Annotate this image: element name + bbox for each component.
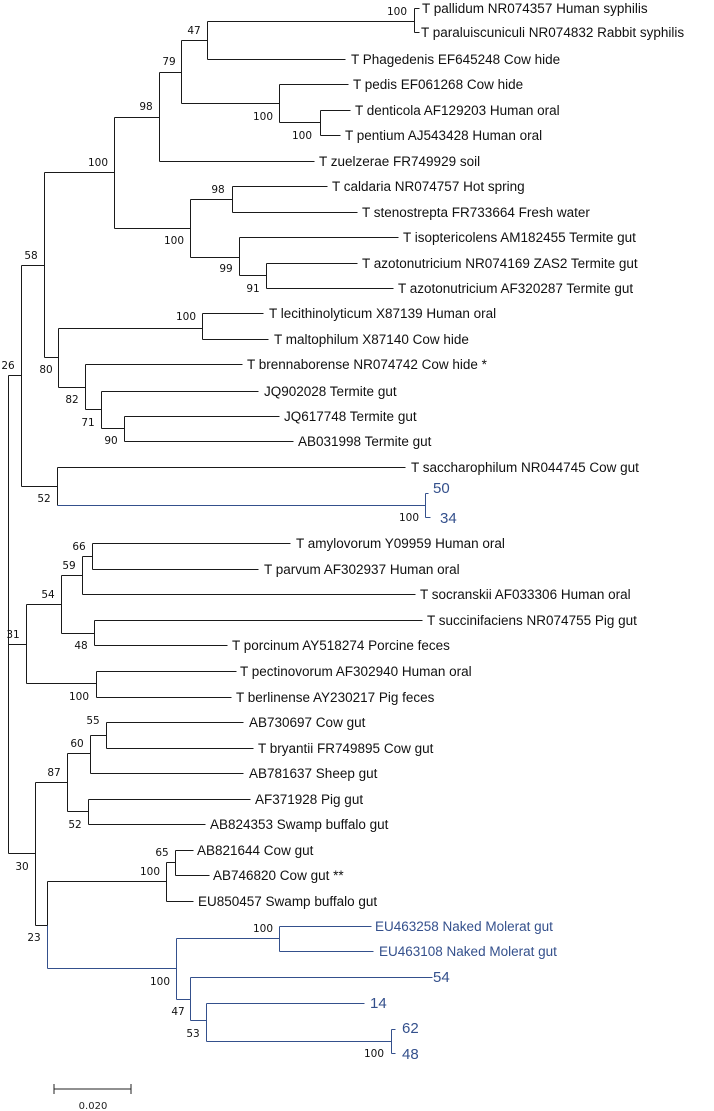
leaf-label: AB824353 Swamp buffalo gut xyxy=(210,817,389,832)
leaf-label: T azotonutricium NR074169 ZAS2 Termite g… xyxy=(362,256,638,271)
bootstrap-value: 47 xyxy=(171,1006,184,1018)
bootstrap-value: 82 xyxy=(65,394,78,406)
bootstrap-value: 59 xyxy=(62,560,75,572)
leaf-label: JQ617748 Termite gut xyxy=(284,409,417,424)
leaf-label: EU463108 Naked Molerat gut xyxy=(379,944,557,959)
bootstrap-value: 58 xyxy=(24,250,37,262)
bootstrap-value: 100 xyxy=(140,866,160,878)
bootstrap-value: 100 xyxy=(164,235,184,247)
leaf-label: T caldaria NR074757 Hot spring xyxy=(332,179,525,194)
bootstrap-value: 91 xyxy=(246,283,259,295)
bootstrap-value: 90 xyxy=(104,435,117,447)
leaf-label: T pentium AJ543428 Human oral xyxy=(345,128,542,143)
bootstrap-value: 100 xyxy=(292,130,312,142)
bootstrap-value: 100 xyxy=(176,311,196,323)
bootstrap-values: 100 47 79 98 100 100 100 58 98 100 99 91 100 26 80 8271… xyxy=(1,6,419,1060)
bootstrap-value: 23 xyxy=(27,932,40,944)
leaf-label: T lecithinolyticum X87139 Human oral xyxy=(269,306,496,321)
bootstrap-value: 54 xyxy=(41,589,55,601)
bootstrap-value: 100 xyxy=(88,157,108,169)
bootstrap-value: 53 xyxy=(186,1028,199,1040)
bootstrap-value: 100 xyxy=(69,691,89,703)
leaf-label: T pedis EF061268 Cow hide xyxy=(353,77,523,92)
leaf-label: T parvum AF302937 Human oral xyxy=(264,562,460,577)
leaf-label: EU463258 Naked Molerat gut xyxy=(375,919,553,934)
bootstrap-value: 52 xyxy=(68,819,81,831)
leaf-label: T maltophilum X87140 Cow hide xyxy=(274,332,469,347)
leaf-label: T porcinum AY518274 Porcine feces xyxy=(232,638,450,653)
leaf-label: T azotonutricium AF320287 Termite gut xyxy=(398,281,633,296)
leaf-label: 14 xyxy=(370,995,387,1012)
bootstrap-value: 100 xyxy=(253,923,273,935)
bootstrap-value: 65 xyxy=(155,847,168,859)
leaf-label: T succinifaciens NR074755 Pig gut xyxy=(427,613,637,628)
tree-branches xyxy=(8,8,433,1054)
leaf-label: T isoptericolens AM182455 Termite gut xyxy=(403,230,636,245)
leaf-label: T berlinense AY230217 Pig feces xyxy=(236,690,435,705)
bootstrap-value: 60 xyxy=(70,738,83,750)
leaf-label: 62 xyxy=(402,1020,419,1037)
bootstrap-value: 52 xyxy=(37,493,50,505)
leaf-label: AF371928 Pig gut xyxy=(255,792,363,807)
bootstrap-value: 100 xyxy=(387,6,407,18)
leaf-label: T pectinovorum AF302940 Human oral xyxy=(240,664,472,679)
bootstrap-value: 100 xyxy=(364,1048,384,1060)
bootstrap-value: 31 xyxy=(6,629,19,641)
bootstrap-value: 87 xyxy=(47,767,60,779)
scale-bar: 0.020 xyxy=(53,1084,132,1111)
leaf-label: AB781637 Sheep gut xyxy=(249,766,378,781)
leaf-label: EU850457 Swamp buffalo gut xyxy=(198,894,377,909)
leaf-label: T brennaborense NR074742 Cow hide * xyxy=(247,357,488,372)
bootstrap-value: 100 xyxy=(399,512,419,524)
leaf-label: T amylovorum Y09959 Human oral xyxy=(296,536,505,551)
leaf-label: T denticola AF129203 Human oral xyxy=(355,103,560,118)
leaf-label: AB031998 Termite gut xyxy=(298,434,432,449)
bootstrap-value: 30 xyxy=(15,861,28,873)
leaf-label: T socranskii AF033306 Human oral xyxy=(420,587,631,602)
leaf-label: T zuelzerae FR749929 soil xyxy=(319,154,480,169)
leaf-label: T paraluiscuniculi NR074832 Rabbit syphi… xyxy=(421,25,684,40)
leaf-label: 34 xyxy=(440,510,457,527)
bootstrap-value: 79 xyxy=(162,56,175,68)
leaf-label: T saccharophilum NR044745 Cow gut xyxy=(411,460,639,475)
scale-bar-label: 0.020 xyxy=(79,1101,108,1111)
leaf-label: T Phagedenis EF645248 Cow hide xyxy=(351,52,560,67)
leaf-label: T pallidum NR074357 Human syphilis xyxy=(422,1,648,16)
bootstrap-value: 26 xyxy=(1,360,15,372)
bootstrap-value: 98 xyxy=(211,184,224,196)
bootstrap-value: 100 xyxy=(150,976,170,988)
bootstrap-value: 100 xyxy=(253,111,273,123)
bootstrap-value: 66 xyxy=(72,541,86,553)
leaf-label: AB730697 Cow gut xyxy=(249,715,366,730)
leaf-label: JQ902028 Termite gut xyxy=(264,384,397,399)
bootstrap-value: 80 xyxy=(39,364,52,376)
leaf-label: 50 xyxy=(433,480,450,497)
bootstrap-value: 99 xyxy=(219,263,232,275)
leaf-label: AB746820 Cow gut ** xyxy=(213,868,344,883)
leaf-label: T bryantii FR749895 Cow gut xyxy=(258,741,434,756)
bootstrap-value: 48 xyxy=(74,640,87,652)
bootstrap-value: 71 xyxy=(81,417,94,429)
leaf-label: 54 xyxy=(433,969,450,986)
leaf-label: T stenostrepta FR733664 Fresh water xyxy=(362,205,590,220)
leaf-label: 48 xyxy=(402,1046,419,1063)
leaf-label: AB821644 Cow gut xyxy=(197,843,314,858)
bootstrap-value: 47 xyxy=(187,25,200,37)
leaf-labels: T pallidum NR074357 Human syphilis T para… xyxy=(197,1,684,1063)
bootstrap-value: 55 xyxy=(86,715,99,727)
bootstrap-value: 98 xyxy=(139,101,152,113)
